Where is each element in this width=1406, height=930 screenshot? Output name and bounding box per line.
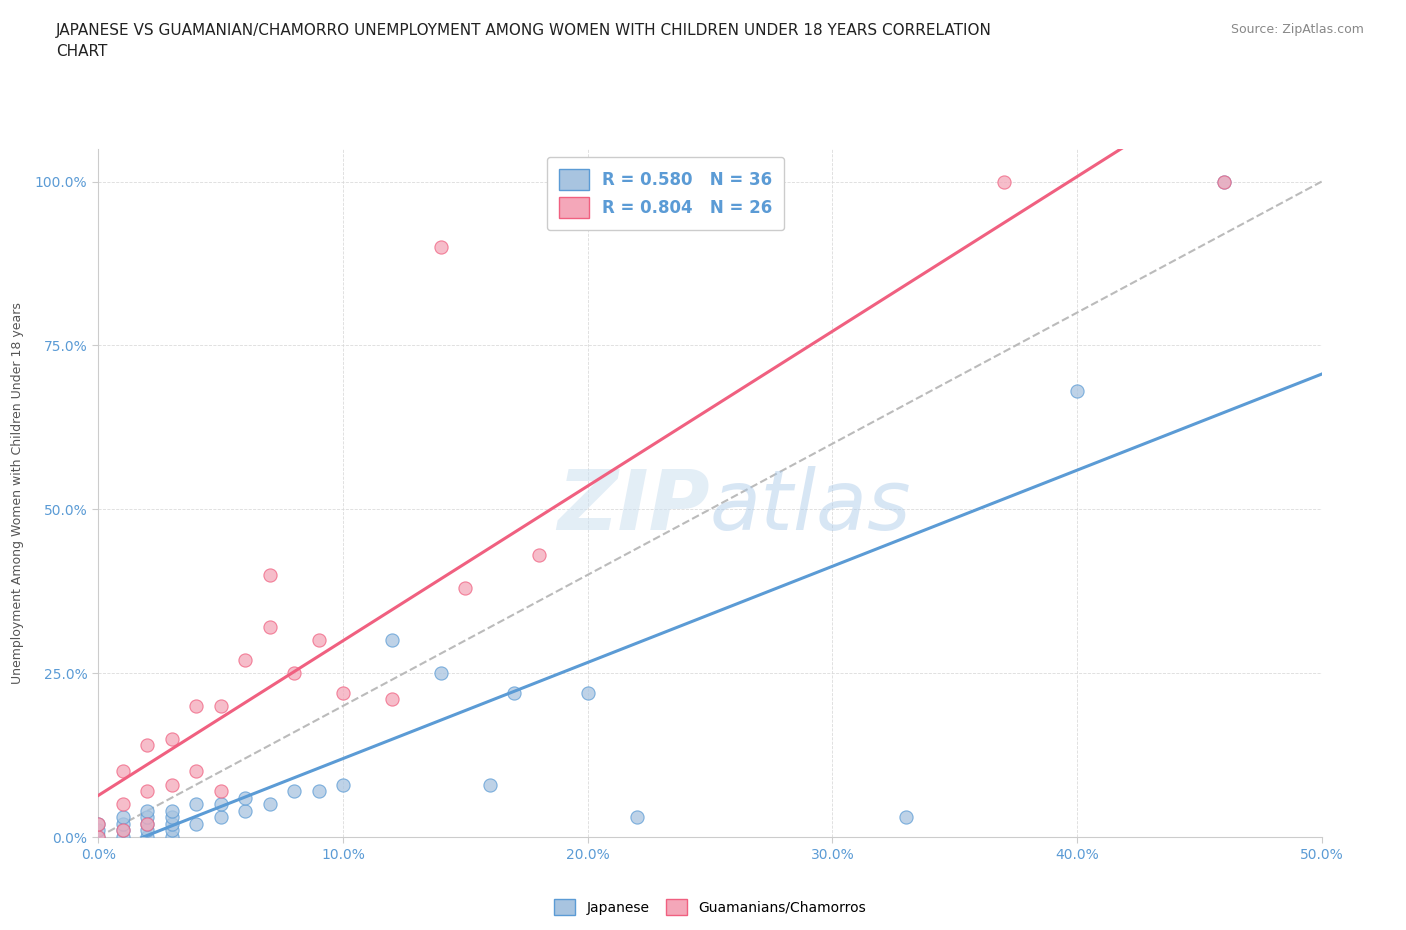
Point [160, 823, 183, 838]
Point [454, 580, 477, 595]
Point [430, 666, 453, 681]
Point [160, 810, 183, 825]
Point [111, 764, 134, 779]
Point [136, 823, 159, 838]
Point [209, 810, 232, 825]
Point [87, 817, 110, 831]
Point [111, 823, 134, 838]
Point [894, 810, 917, 825]
Point [111, 817, 134, 831]
Point [136, 784, 159, 799]
Point [111, 810, 134, 825]
Point [160, 817, 183, 831]
Point [478, 777, 501, 792]
Point [186, 797, 208, 812]
Point [381, 692, 404, 707]
Point [136, 830, 159, 844]
Point [1066, 384, 1088, 399]
Point [233, 790, 256, 805]
Point [332, 685, 354, 700]
Point [308, 784, 330, 799]
Point [111, 830, 134, 844]
Point [160, 777, 183, 792]
Point [136, 817, 159, 831]
Point [209, 797, 232, 812]
Point [332, 777, 354, 792]
Point [233, 804, 256, 818]
Point [1212, 174, 1234, 189]
Point [87, 830, 110, 844]
Point [430, 240, 453, 255]
Legend: Japanese, Guamanians/Chamorros: Japanese, Guamanians/Chamorros [547, 892, 873, 922]
Point [87, 830, 110, 844]
Point [111, 797, 134, 812]
Point [993, 174, 1015, 189]
Point [259, 567, 281, 582]
Point [160, 830, 183, 844]
Point [186, 764, 208, 779]
Point [136, 810, 159, 825]
Point [87, 823, 110, 838]
Point [209, 698, 232, 713]
Point [87, 817, 110, 831]
Point [308, 633, 330, 648]
Point [259, 619, 281, 634]
Text: ZIP: ZIP [557, 466, 710, 547]
Point [136, 817, 159, 831]
Point [186, 698, 208, 713]
Point [209, 784, 232, 799]
Point [503, 685, 526, 700]
Text: atlas: atlas [710, 466, 911, 547]
Point [381, 633, 404, 648]
Point [233, 653, 256, 668]
Point [576, 685, 599, 700]
Text: JAPANESE VS GUAMANIAN/CHAMORRO UNEMPLOYMENT AMONG WOMEN WITH CHILDREN UNDER 18 Y: JAPANESE VS GUAMANIAN/CHAMORRO UNEMPLOYM… [56, 23, 993, 60]
Point [136, 737, 159, 752]
Point [136, 804, 159, 818]
Point [160, 731, 183, 746]
Point [259, 797, 281, 812]
Point [626, 810, 648, 825]
Point [283, 784, 305, 799]
Y-axis label: Unemployment Among Women with Children Under 18 years: Unemployment Among Women with Children U… [11, 302, 24, 684]
Point [283, 666, 305, 681]
Point [1212, 174, 1234, 189]
Text: Source: ZipAtlas.com: Source: ZipAtlas.com [1230, 23, 1364, 36]
Point [186, 817, 208, 831]
Point [111, 823, 134, 838]
Point [160, 804, 183, 818]
Point [527, 548, 550, 563]
